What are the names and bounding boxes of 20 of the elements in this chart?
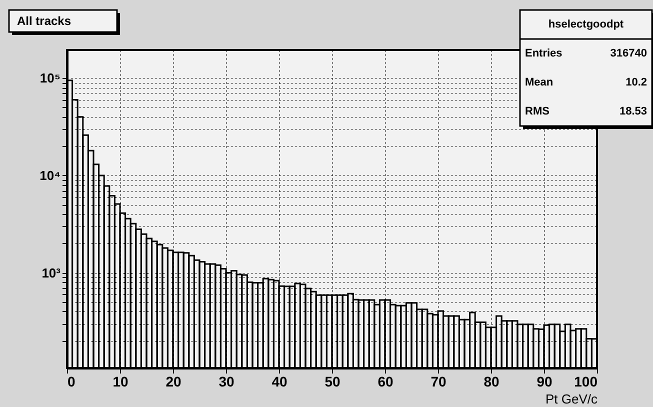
x-tick-label: 60 xyxy=(378,374,394,390)
text: RMS 18.53 xyxy=(525,106,647,118)
x-tick-label: 100 xyxy=(574,374,598,390)
x-tick-label: 20 xyxy=(166,374,182,390)
x-tick-label: 70 xyxy=(430,374,446,390)
text: Entries 316740 xyxy=(525,48,647,60)
text: Mean 10.2 xyxy=(525,76,647,88)
chart-title: All tracks xyxy=(17,14,72,28)
y-tick-label: 10³ xyxy=(42,265,62,280)
text: hselectgoodpt xyxy=(548,18,624,30)
x-tick-label: 80 xyxy=(484,374,500,390)
x-tick-label: 30 xyxy=(218,374,234,390)
y-tick-label: 10⁵ xyxy=(40,70,60,86)
x-tick-label: 90 xyxy=(536,374,552,390)
x-tick-label: 10 xyxy=(112,374,128,390)
x-tick-label: 50 xyxy=(324,374,340,390)
x-tick-label: 0 xyxy=(68,374,76,390)
y-tick-label: 10⁴ xyxy=(40,168,60,183)
x-tick-label: 40 xyxy=(272,374,288,390)
x-axis-title: Pt GeV/c xyxy=(545,392,598,406)
